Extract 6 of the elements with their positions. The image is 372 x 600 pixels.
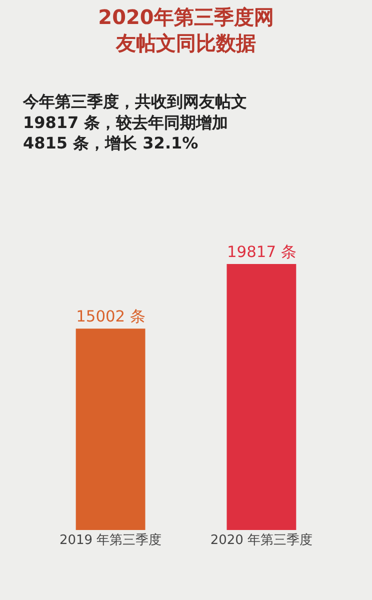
data-label: 19817 条 [226, 242, 296, 261]
x-tick-label: 2020 年第三季度 [210, 532, 313, 548]
chart-subtitle: 今年第三季度，共收到网友帖文19817 条，较去年同期增加4815 条，增长 32.1% [22, 92, 247, 153]
chart-title: 2020年第三季度网友帖文同比数据 [98, 5, 274, 55]
data-label: 15002 条 [76, 307, 146, 326]
x-tick-label: 2019 年第三季度 [59, 532, 162, 548]
